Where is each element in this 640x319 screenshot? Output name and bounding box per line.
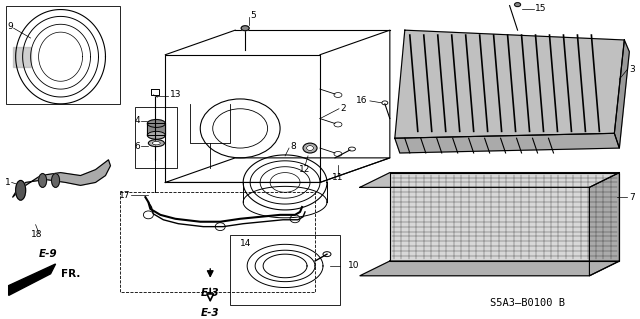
Text: 11: 11 (332, 173, 344, 182)
Polygon shape (360, 261, 620, 276)
Ellipse shape (307, 145, 314, 151)
Polygon shape (395, 133, 620, 153)
Ellipse shape (147, 131, 165, 139)
Polygon shape (395, 30, 625, 138)
Bar (147, 123, 165, 135)
Text: 17: 17 (119, 191, 131, 200)
Ellipse shape (52, 174, 60, 187)
Ellipse shape (241, 26, 249, 31)
Bar (147, 123, 165, 135)
Bar (136, 107, 177, 168)
Text: 9: 9 (7, 22, 13, 31)
Text: 4: 4 (135, 116, 140, 125)
Text: 12: 12 (300, 165, 311, 174)
Text: 14: 14 (240, 240, 252, 249)
Polygon shape (9, 264, 56, 295)
Ellipse shape (147, 120, 165, 127)
Polygon shape (360, 173, 620, 187)
Text: 5: 5 (250, 11, 256, 20)
Text: 3: 3 (629, 65, 635, 74)
Polygon shape (589, 173, 620, 276)
Text: 7: 7 (629, 193, 635, 202)
Text: 15: 15 (534, 4, 546, 13)
Ellipse shape (148, 140, 164, 146)
Text: FR.: FR. (61, 269, 80, 279)
Polygon shape (13, 160, 111, 197)
Ellipse shape (15, 181, 26, 200)
Text: 2: 2 (340, 104, 346, 113)
Ellipse shape (152, 141, 161, 145)
Ellipse shape (515, 3, 520, 7)
Bar (120, 192, 315, 293)
Ellipse shape (303, 143, 317, 153)
Ellipse shape (38, 174, 47, 187)
Text: 6: 6 (134, 142, 140, 151)
Text: E-3: E-3 (201, 308, 220, 318)
Text: E-9: E-9 (38, 249, 57, 259)
Text: 8: 8 (290, 142, 296, 151)
Bar (230, 234, 340, 305)
Text: S5A3–B0100 B: S5A3–B0100 B (490, 298, 564, 308)
Text: 13: 13 (170, 90, 182, 99)
Polygon shape (390, 173, 620, 261)
Text: 16: 16 (356, 96, 368, 105)
Bar (6, 6, 120, 104)
Text: 10: 10 (348, 262, 360, 271)
Text: 1: 1 (5, 178, 11, 187)
Polygon shape (614, 40, 629, 148)
Text: 18: 18 (31, 230, 42, 239)
Text: E-3: E-3 (201, 288, 220, 299)
